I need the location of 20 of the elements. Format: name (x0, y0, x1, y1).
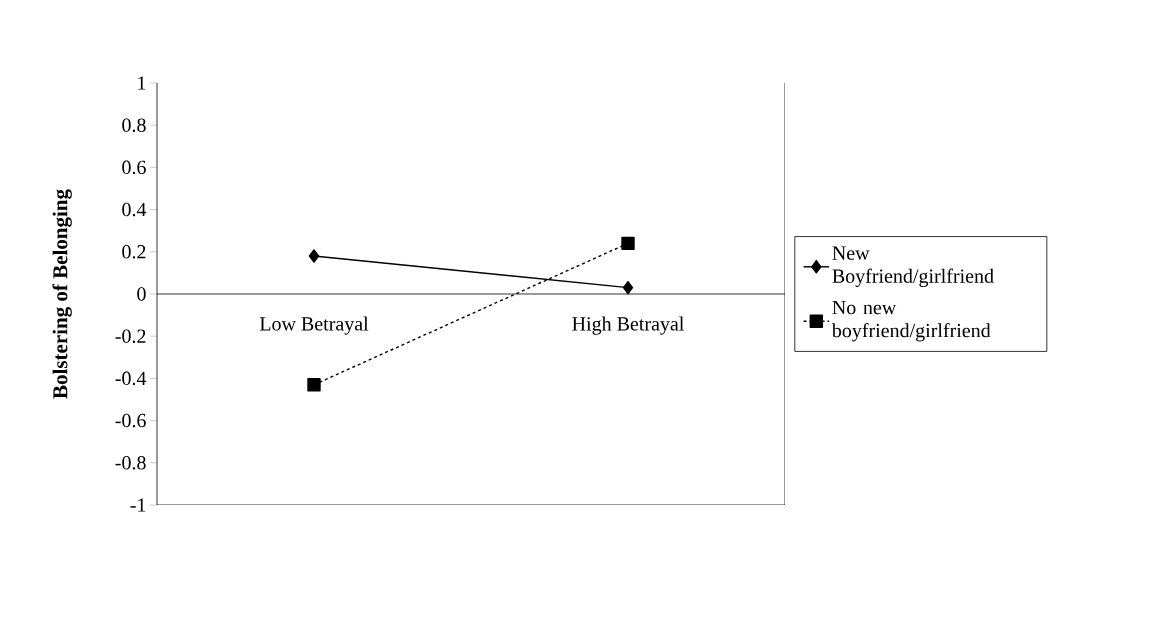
y-tick-label: -0.4 (115, 371, 147, 386)
y-tick-label: 0.6 (122, 160, 146, 175)
legend-label: No new boyfriend/girlfriend (831, 301, 991, 342)
legend-label: New Boyfriend/girlfriend (832, 246, 994, 287)
y-tick-label: 0.8 (122, 118, 146, 132)
y-tick-label: 0.4 (122, 202, 147, 217)
y-tick-label: 1 (138, 76, 146, 90)
y-tick-label: 0 (137, 287, 146, 301)
x-tick-label: Low Betrayal (259, 316, 369, 335)
y-axis-title: Bolstering of Belonging (52, 189, 72, 399)
y-tick-label: -0.2 (115, 329, 146, 343)
point (622, 280, 634, 295)
point (307, 378, 321, 392)
point (621, 236, 635, 251)
y-tick-label: -1 (130, 498, 146, 512)
point (308, 249, 320, 263)
x-tick-label: High Betrayal (572, 316, 684, 335)
y-tick-label: -0.8 (115, 456, 146, 470)
y-tick-label: -0.6 (115, 413, 146, 428)
y-tick-label: 0.2 (122, 245, 146, 259)
